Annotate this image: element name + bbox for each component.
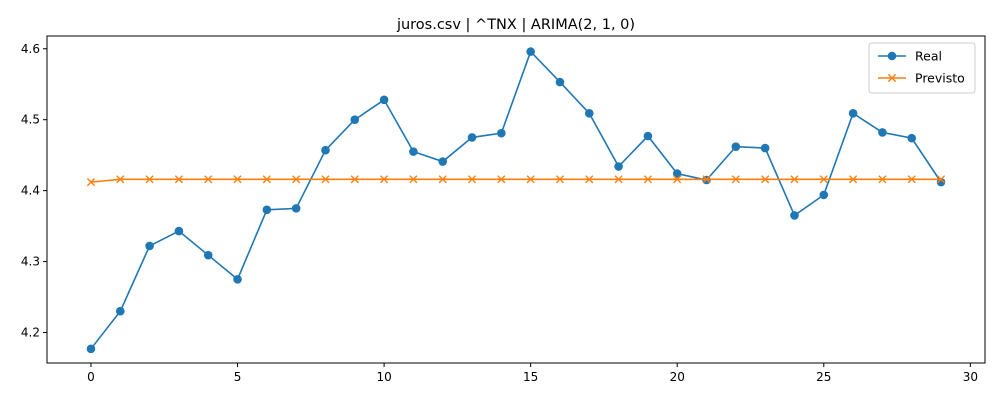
x-tick-label: 25 — [816, 370, 831, 384]
data-point-previsto — [497, 175, 506, 184]
data-point-real — [643, 131, 653, 141]
data-point-real — [115, 306, 125, 316]
data-point-real — [760, 143, 770, 153]
data-point-previsto — [819, 175, 828, 184]
data-point-real — [672, 169, 682, 178]
data-point-real — [584, 109, 594, 118]
data-point-previsto — [145, 175, 154, 184]
chart-title: juros.csv | ^TNX | ARIMA(2, 1, 0) — [396, 17, 635, 33]
x-tick-label: 30 — [963, 370, 978, 384]
data-point-real — [614, 162, 623, 171]
data-point-real — [526, 47, 535, 56]
data-point-real — [291, 204, 301, 213]
x-tick-label: 0 — [87, 370, 95, 384]
data-point-real — [438, 157, 448, 166]
plot-area-frame — [46, 35, 986, 364]
data-point-previsto — [526, 175, 535, 184]
data-point-real — [233, 274, 242, 284]
data-point-real — [321, 145, 330, 155]
y-tick-label: 4.3 — [21, 255, 40, 269]
y-tick-label: 4.4 — [21, 184, 40, 198]
data-point-previsto — [555, 175, 565, 184]
data-point-previsto — [233, 175, 242, 184]
data-point-real — [262, 205, 272, 215]
data-point-previsto — [174, 175, 184, 184]
data-point-real — [379, 95, 389, 105]
data-point-previsto — [409, 175, 418, 184]
legend: Real Previsto — [868, 42, 976, 94]
series-line-previsto — [90, 178, 942, 183]
data-point-real — [878, 128, 887, 137]
data-point-real — [203, 250, 213, 260]
data-point-real — [848, 109, 858, 118]
data-point-previsto — [116, 175, 125, 184]
data-point-real — [819, 190, 829, 200]
data-point-previsto — [321, 175, 330, 184]
data-point-previsto — [438, 175, 447, 184]
data-point-previsto — [907, 175, 916, 184]
data-point-previsto — [350, 175, 359, 184]
x-tick-label: 20 — [670, 370, 685, 384]
data-point-previsto — [292, 175, 301, 184]
data-point-previsto — [673, 175, 682, 184]
data-point-previsto — [731, 175, 740, 184]
data-point-real — [145, 241, 154, 251]
data-point-real — [731, 142, 741, 151]
series-previsto — [86, 175, 946, 187]
y-tick-label: 4.2 — [21, 325, 40, 339]
legend-label: Real — [915, 49, 942, 64]
data-point-previsto — [936, 175, 946, 184]
data-point-previsto — [379, 175, 389, 184]
data-point-real — [409, 147, 418, 156]
series-real — [86, 47, 946, 354]
x-tick-label: 5 — [234, 370, 242, 384]
data-point-previsto — [761, 175, 770, 184]
data-point-real — [555, 77, 565, 87]
data-point-previsto — [204, 175, 213, 184]
x-tick-label: 10 — [376, 370, 391, 384]
series-line-real — [90, 50, 942, 350]
data-point-previsto — [262, 175, 271, 184]
data-point-real — [907, 133, 917, 143]
legend-marker — [887, 51, 897, 61]
data-point-previsto — [790, 175, 799, 184]
data-point-real — [86, 344, 96, 354]
y-tick-label: 4.5 — [21, 113, 40, 127]
data-point-real — [790, 211, 799, 220]
data-point-previsto — [878, 175, 887, 184]
data-point-previsto — [848, 175, 858, 184]
data-point-previsto — [86, 178, 96, 187]
x-tick-label: 15 — [523, 370, 538, 384]
data-point-previsto — [702, 175, 711, 184]
data-point-previsto — [585, 175, 594, 184]
data-point-previsto — [614, 175, 623, 184]
data-point-previsto — [643, 175, 653, 184]
data-point-previsto — [467, 175, 477, 184]
legend-marker — [887, 73, 897, 83]
data-point-real — [350, 115, 360, 125]
y-tick-label: 4.6 — [21, 42, 40, 56]
data-point-real — [467, 133, 477, 142]
data-point-real — [497, 128, 506, 138]
legend-label: Previsto — [915, 71, 965, 86]
data-point-real — [174, 226, 184, 236]
